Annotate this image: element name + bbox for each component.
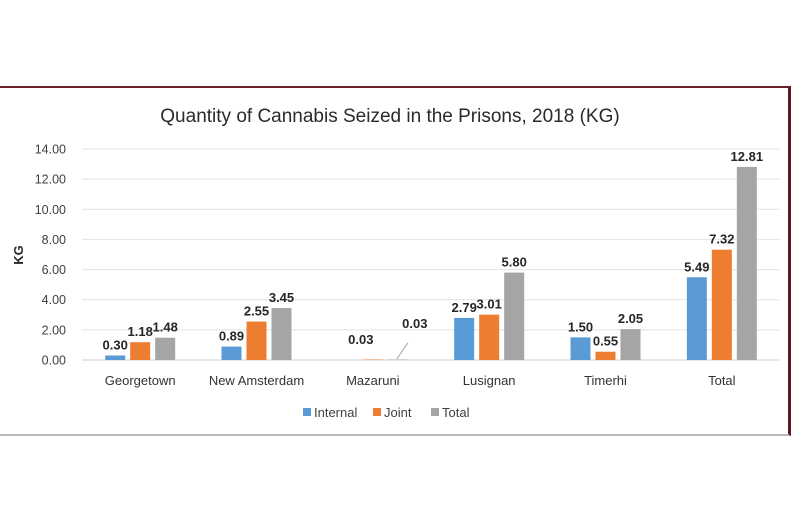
legend-label-internal: Internal xyxy=(314,405,357,420)
bar-internal xyxy=(686,277,707,360)
y-axis-ticks: 0.00 2.00 4.00 6.00 8.00 10.00 12.00 14.00 xyxy=(35,143,66,368)
bar-total xyxy=(271,308,292,360)
y-tick-label: 14.00 xyxy=(35,143,66,157)
bar-internal xyxy=(570,337,591,360)
data-label: 0.03 xyxy=(348,332,373,347)
x-category-label: Georgetown xyxy=(105,373,176,388)
bar-total xyxy=(736,166,757,360)
bar-joint xyxy=(711,249,732,360)
legend-label-total: Total xyxy=(442,405,470,420)
legend-swatch-joint xyxy=(373,408,381,416)
bar-joint xyxy=(130,342,151,360)
bar-internal xyxy=(454,317,475,360)
x-category-label: Timerhi xyxy=(584,373,627,388)
data-label: 1.50 xyxy=(568,319,593,334)
x-category-label: New Amsterdam xyxy=(209,373,304,388)
data-label: 7.32 xyxy=(709,232,734,247)
legend-swatch-total xyxy=(431,408,439,416)
data-label: 0.89 xyxy=(219,329,244,344)
y-tick-label: 0.00 xyxy=(42,354,66,368)
data-label: 2.79 xyxy=(452,300,477,315)
data-label: 2.05 xyxy=(618,311,643,326)
y-tick-label: 6.00 xyxy=(42,263,66,277)
bars xyxy=(105,166,757,360)
chart-title: Quantity of Cannabis Seized in the Priso… xyxy=(160,106,619,127)
data-label: 1.48 xyxy=(153,320,178,335)
bar-total xyxy=(620,329,641,360)
bar-total xyxy=(504,272,525,360)
chart-frame xyxy=(0,86,791,436)
y-tick-label: 8.00 xyxy=(42,233,66,247)
data-label: 0.55 xyxy=(593,334,618,349)
y-axis-label: KG xyxy=(11,245,26,265)
data-label: 0.30 xyxy=(103,337,128,352)
bar-total xyxy=(155,337,176,360)
legend-label-joint: Joint xyxy=(384,405,412,420)
data-label: 1.18 xyxy=(128,324,153,339)
y-tick-label: 2.00 xyxy=(42,323,66,337)
y-tick-label: 4.00 xyxy=(42,293,66,307)
data-label: 3.01 xyxy=(477,297,502,312)
gridlines xyxy=(82,148,780,361)
bar-joint xyxy=(595,351,616,360)
data-label: 5.80 xyxy=(502,255,527,270)
legend: Internal Joint Total xyxy=(303,405,470,420)
data-label: 3.45 xyxy=(269,290,294,305)
x-category-label: Total xyxy=(708,373,736,388)
data-label: 2.55 xyxy=(244,304,269,319)
bar-internal xyxy=(105,355,126,360)
data-label: 5.49 xyxy=(684,259,709,274)
x-axis-categories: Georgetown New Amsterdam Mazaruni Lusignan T… xyxy=(105,373,736,388)
y-tick-label: 10.00 xyxy=(35,203,66,217)
data-label: 0.03 xyxy=(402,316,427,331)
y-tick-label: 12.00 xyxy=(35,173,66,187)
bar-joint xyxy=(246,321,267,360)
bar-internal xyxy=(221,346,242,360)
bar-joint xyxy=(479,314,500,360)
legend-swatch-internal xyxy=(303,408,311,416)
leader-line xyxy=(396,342,409,360)
x-category-label: Lusignan xyxy=(463,373,516,388)
x-category-label: Mazaruni xyxy=(346,373,400,388)
data-labels: 0.301.18 1.48 0.892.553.45 0.03 0.03 2.79 3.01… xyxy=(103,149,764,360)
data-label: 12.81 xyxy=(731,149,764,164)
